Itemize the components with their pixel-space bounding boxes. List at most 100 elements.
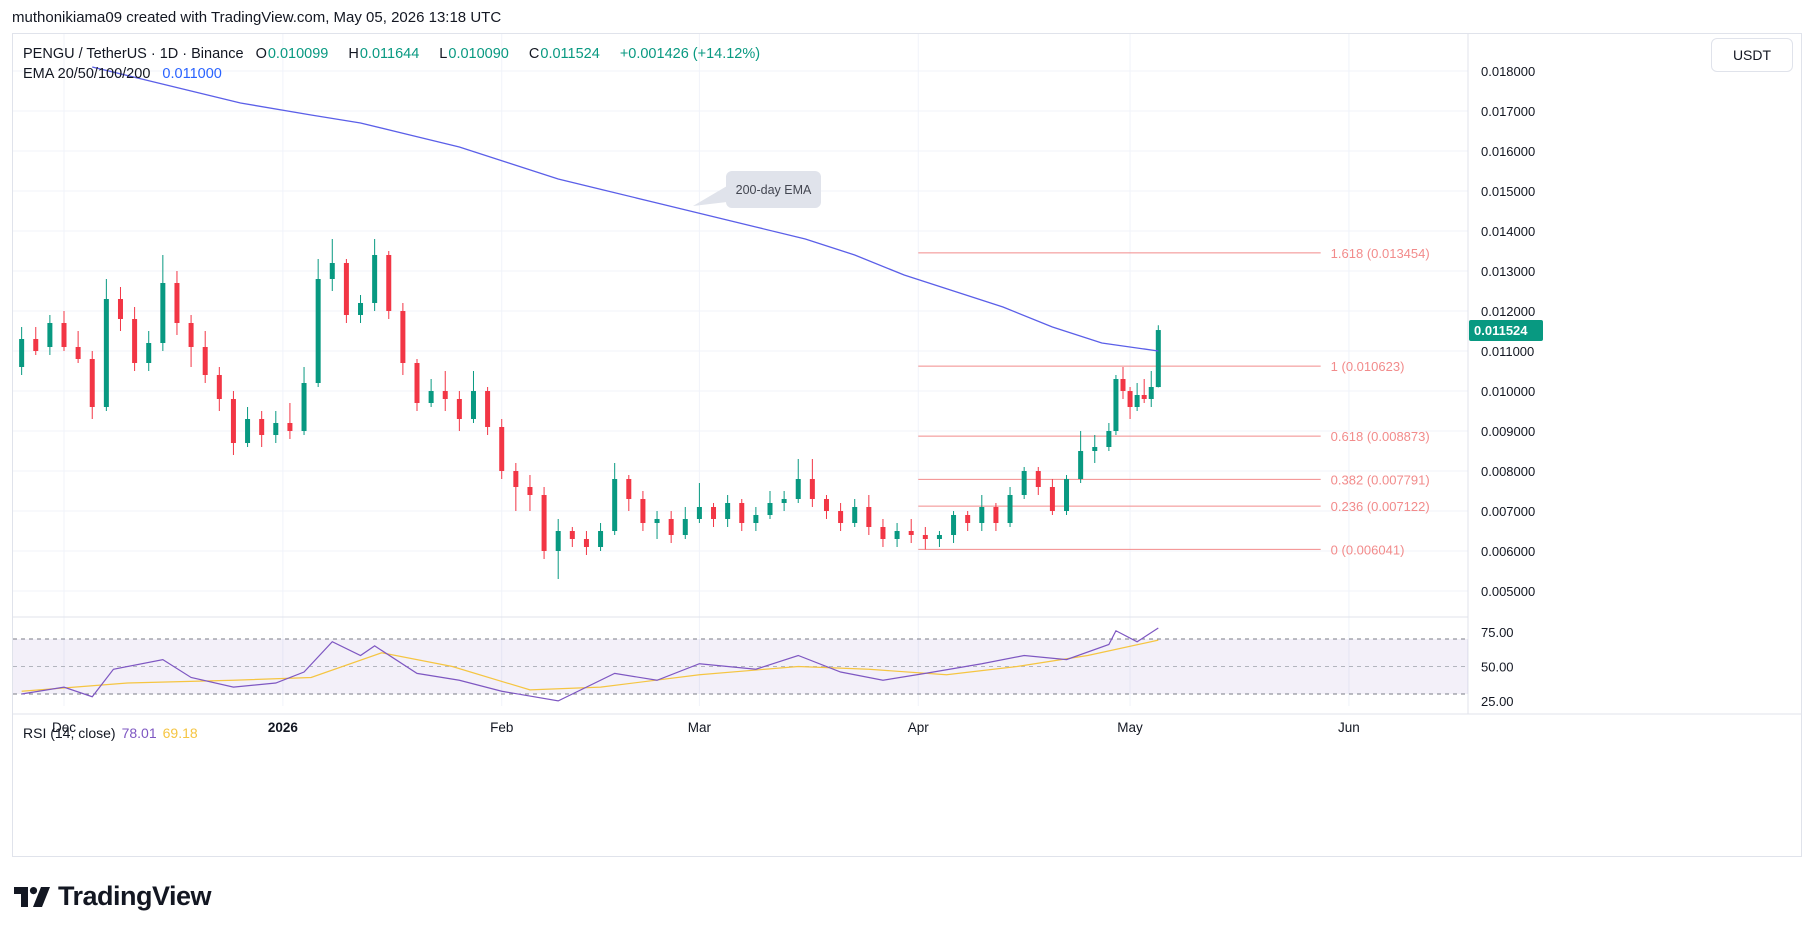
fib-level-label: 1.618 (0.013454) (1331, 246, 1430, 261)
candle-body (640, 499, 646, 523)
candle-body (47, 323, 53, 347)
rsi-value: 78.01 (121, 725, 157, 741)
price-tick-label: 0.014000 (1481, 224, 1535, 239)
candle-body (442, 391, 448, 399)
candle-body (485, 391, 491, 427)
fib-level-label: 1 (0.010623) (1331, 359, 1405, 374)
candle-body (668, 519, 674, 535)
candle-body (1106, 431, 1112, 447)
rsi-ma-value: 69.18 (162, 725, 198, 741)
candle-body (993, 507, 999, 523)
candle-body (767, 503, 773, 515)
candle-body (428, 391, 434, 403)
candles (19, 239, 1161, 579)
rsi-tick-label: 75.00 (1481, 625, 1514, 640)
price-axis: 0.018000 0.017000 0.016000 0.015000 0.014000… (1469, 64, 1543, 599)
time-tick-label: Dec (52, 720, 76, 735)
candle-body (809, 479, 815, 499)
candle-body (979, 507, 985, 523)
rsi-pane (13, 627, 1468, 702)
candle-body (1049, 487, 1055, 511)
tradingview-logo[interactable]: TradingView (14, 881, 212, 912)
candle-body (33, 339, 39, 351)
candle-body (612, 479, 618, 531)
fib-level-label: 0.382 (0.007791) (1331, 472, 1430, 487)
candle-body (400, 311, 406, 363)
candle-body (329, 263, 335, 279)
last-price-label: 0.011524 (1474, 323, 1528, 338)
time-tick-label: Jun (1338, 720, 1360, 735)
ema-callout-text: 200-day EMA (735, 182, 812, 197)
price-tick-label: 0.006000 (1481, 544, 1535, 559)
candle-body (569, 531, 575, 539)
currency-selector[interactable]: USDT (1711, 38, 1793, 72)
candle-body (1134, 395, 1140, 407)
candle-body (1148, 387, 1154, 399)
candle-body (358, 303, 364, 315)
candle-body (725, 503, 731, 519)
price-tick-label: 0.010000 (1481, 384, 1535, 399)
rsi-tick-label: 25.00 (1481, 694, 1514, 709)
candle-body (456, 399, 462, 419)
price-tick-label: 0.005000 (1481, 584, 1535, 599)
ema-value: 0.011000 (162, 66, 222, 82)
high-value: 0.011644 (359, 46, 420, 62)
candle-body (922, 535, 928, 539)
candle-body (753, 515, 759, 523)
candle-body (1127, 391, 1133, 407)
rsi-label[interactable]: RSI (14, close) (23, 725, 116, 741)
low-value: 0.010090 (448, 46, 509, 62)
candle-body (541, 495, 547, 551)
candle-body (654, 519, 660, 523)
candle-body (470, 391, 476, 419)
chart-legend: PENGU / TetherUS · 1D · Binance O0.01009… (23, 46, 761, 82)
candle-body (1064, 479, 1070, 511)
chart-frame[interactable]: 1.618 (0.013454) 1 (0.010623) 0.618 (0.008… (12, 33, 1802, 857)
candle-body (61, 323, 67, 347)
last-price-tag (1469, 320, 1543, 342)
candle-body (259, 419, 265, 435)
candle-body (273, 423, 279, 435)
candle-body (880, 527, 886, 539)
rsi-legend: RSI (14, close) 78.01 69.18 (23, 725, 198, 741)
symbol-name[interactable]: PENGU / TetherUS · 1D · Binance (23, 46, 244, 62)
price-tick-label: 0.015000 (1481, 184, 1535, 199)
ema-callout: 200-day EMA (726, 171, 821, 208)
candle-body (160, 283, 166, 343)
attribution-text: muthonikiama09 created with TradingView.… (12, 9, 502, 26)
time-tick-label: Mar (688, 720, 712, 735)
price-tick-label: 0.011000 (1481, 344, 1534, 359)
candle-body (216, 375, 222, 399)
candle-body (555, 531, 561, 551)
candle-body (146, 343, 152, 363)
candle-body (781, 499, 787, 503)
grid (13, 34, 1801, 715)
candle-body (696, 507, 702, 519)
candle-body (838, 511, 844, 523)
ema-200-line (92, 66, 1159, 352)
candle-body (343, 263, 349, 315)
price-chart[interactable]: 1.618 (0.013454) 1 (0.010623) 0.618 (0.008… (13, 34, 1801, 856)
change-value: +0.001426 (+14.12%) (619, 46, 761, 62)
candle-body (245, 419, 251, 443)
ema-indicator-label[interactable]: EMA 20/50/100/200 (23, 66, 151, 82)
tradingview-logo-text: TradingView (58, 881, 212, 911)
time-axis: Dec 2026 Feb Mar Apr May Jun (52, 720, 1360, 735)
price-tick-label: 0.013000 (1481, 264, 1535, 279)
candle-body (287, 423, 293, 431)
fibonacci-retracement: 1.618 (0.013454) 1 (0.010623) 0.618 (0.008… (918, 246, 1430, 557)
candle-body (908, 531, 914, 535)
candle-body (499, 427, 505, 471)
candle-body (1078, 451, 1084, 479)
candle-body (1035, 471, 1041, 487)
candle-body (117, 299, 123, 319)
candle-body (103, 299, 109, 407)
candle-body (513, 471, 519, 487)
candle-body (414, 363, 420, 403)
candle-body (132, 319, 138, 363)
candle-body (682, 519, 688, 535)
fib-level-label: 0.618 (0.008873) (1331, 429, 1430, 444)
candle-body (583, 539, 589, 547)
candle-body (202, 347, 208, 375)
candle-body (301, 383, 307, 431)
